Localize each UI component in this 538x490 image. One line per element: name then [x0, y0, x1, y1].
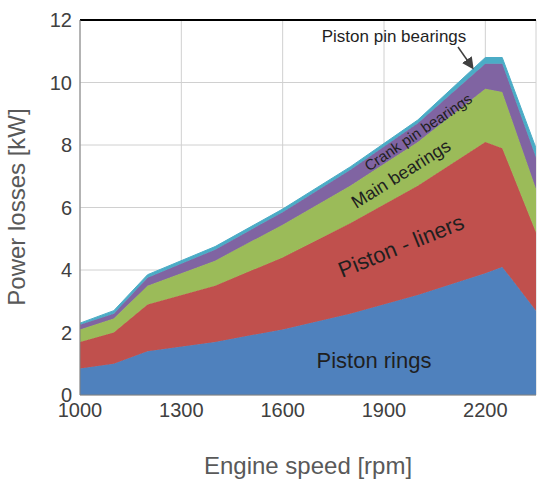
svg-text:12: 12 — [50, 9, 72, 31]
svg-text:Piston pin bearings: Piston pin bearings — [322, 27, 467, 46]
svg-text:6: 6 — [61, 197, 72, 219]
svg-text:Crank pin bearings: Crank pin bearings — [361, 90, 475, 174]
svg-text:1000: 1000 — [57, 399, 103, 422]
svg-text:1300: 1300 — [159, 399, 204, 421]
svg-text:Main bearings: Main bearings — [348, 136, 454, 213]
svg-text:2: 2 — [61, 322, 72, 344]
svg-text:8: 8 — [61, 134, 72, 156]
svg-text:Power losses [kW]: Power losses [kW] — [3, 108, 30, 305]
svg-text:4: 4 — [61, 259, 72, 281]
svg-text:Engine speed [rpm]: Engine speed [rpm] — [204, 452, 412, 479]
svg-text:2200: 2200 — [463, 399, 508, 421]
svg-text:10: 10 — [50, 72, 72, 94]
svg-text:1600: 1600 — [260, 399, 305, 421]
svg-text:Piston rings: Piston rings — [317, 348, 432, 373]
svg-text:1900: 1900 — [362, 399, 407, 421]
svg-text:Piston - liners: Piston - liners — [335, 209, 468, 282]
svg-text:0: 0 — [61, 384, 72, 406]
